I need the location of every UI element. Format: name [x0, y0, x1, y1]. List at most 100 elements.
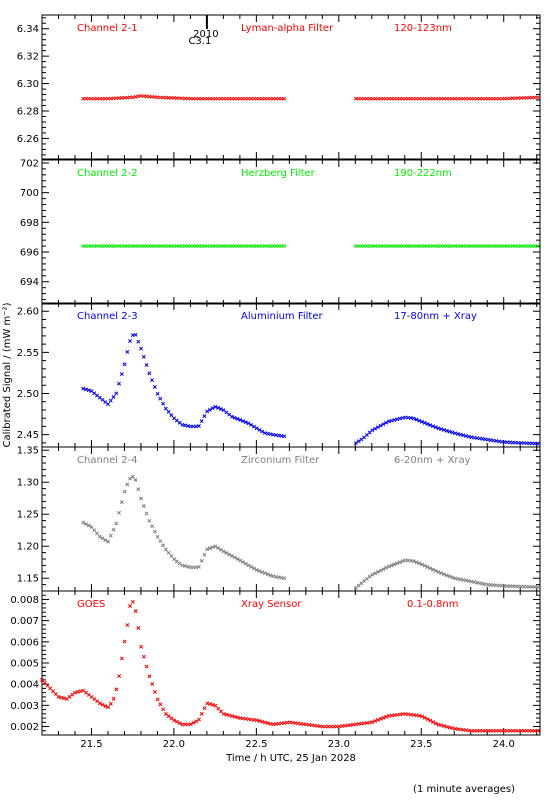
data-point — [208, 702, 212, 706]
y-tick-label: 698 — [20, 218, 39, 229]
data-point — [232, 714, 237, 719]
data-point — [150, 682, 155, 687]
data-point — [367, 720, 372, 725]
data-point — [42, 680, 47, 685]
panel-frame — [41, 446, 541, 592]
x-axis-tick-labels: 21.5 22.0 22.5 23.0 23.5 24.0 — [80, 739, 515, 750]
panel-frame — [41, 590, 541, 736]
data-point — [257, 719, 262, 723]
data-point — [163, 547, 168, 552]
data-point — [268, 573, 273, 578]
data-point — [417, 713, 422, 718]
data-point — [210, 702, 215, 707]
data-point — [188, 722, 193, 727]
data-point — [285, 720, 290, 725]
data-point — [108, 701, 113, 706]
data-point — [163, 712, 168, 716]
data-point — [92, 528, 97, 533]
data-point — [351, 722, 356, 727]
data-point — [117, 674, 122, 679]
data-point — [106, 705, 111, 710]
data-point — [141, 354, 146, 359]
data-point — [232, 415, 237, 420]
data-point — [260, 719, 265, 724]
data-point — [384, 420, 389, 425]
panel-band-label: 190-222nm — [394, 168, 452, 179]
y-tick-label: 6.32 — [17, 52, 39, 63]
data-point — [356, 439, 361, 444]
data-point — [196, 564, 201, 569]
data-point — [232, 555, 237, 560]
data-point — [425, 717, 430, 722]
y-tick-label: 700 — [20, 188, 39, 199]
data-point — [450, 726, 455, 731]
data-point — [125, 482, 130, 487]
flare-event-label-bottom: C3.1 — [188, 36, 211, 47]
data-point — [213, 404, 218, 409]
data-point — [111, 96, 116, 101]
data-point — [240, 560, 245, 565]
data-point — [386, 564, 391, 569]
data-point — [276, 721, 281, 726]
panel-band-label: 6-20nm + Xray — [394, 455, 471, 466]
data-point — [155, 391, 160, 396]
data-point — [218, 547, 223, 552]
data-point — [196, 424, 201, 428]
data-point — [444, 724, 449, 729]
data-point — [519, 96, 524, 100]
data-point — [227, 412, 232, 417]
y-tick-label: 696 — [20, 248, 39, 259]
data-point — [122, 639, 127, 644]
data-point — [527, 95, 532, 100]
data-point — [130, 599, 135, 604]
data-point — [381, 567, 386, 572]
data-point — [158, 539, 163, 544]
data-point — [364, 720, 369, 725]
data-point — [249, 423, 254, 427]
data-point — [89, 695, 94, 699]
data-point — [128, 339, 132, 344]
data-point — [199, 558, 204, 563]
data-point — [530, 95, 535, 100]
data-point — [375, 425, 380, 430]
data-point — [119, 656, 124, 661]
data-point — [139, 496, 144, 501]
data-point — [455, 431, 460, 436]
data-point — [158, 702, 163, 707]
data-point — [177, 561, 182, 566]
data-point — [282, 434, 287, 439]
data-point — [433, 568, 438, 573]
data-point — [400, 415, 405, 420]
data-point — [389, 418, 394, 423]
data-point — [362, 721, 367, 726]
data-point — [150, 378, 155, 383]
data-point — [194, 424, 199, 429]
data-point — [428, 423, 433, 428]
data-point — [398, 712, 402, 717]
data-point — [177, 420, 182, 425]
data-point — [95, 699, 100, 704]
data-point — [510, 96, 515, 101]
data-point — [279, 721, 284, 726]
data-point — [387, 713, 391, 718]
data-point — [133, 332, 138, 337]
y-tick-label: 6.26 — [17, 134, 39, 145]
data-point — [235, 715, 240, 720]
data-point — [128, 95, 132, 100]
data-point — [169, 716, 174, 721]
data-point — [442, 724, 447, 728]
data-point — [161, 543, 166, 548]
y-tick-label: 1.30 — [17, 478, 39, 489]
data-point — [535, 728, 540, 733]
data-point — [202, 552, 207, 557]
data-point — [260, 570, 265, 575]
data-point — [166, 409, 171, 414]
data-point — [414, 417, 419, 422]
data-point — [103, 704, 108, 709]
data-point — [422, 563, 427, 568]
data-point — [240, 419, 245, 424]
data-point — [271, 574, 276, 579]
data-point — [169, 413, 174, 418]
panel-frame — [41, 302, 541, 448]
data-point — [202, 706, 207, 711]
